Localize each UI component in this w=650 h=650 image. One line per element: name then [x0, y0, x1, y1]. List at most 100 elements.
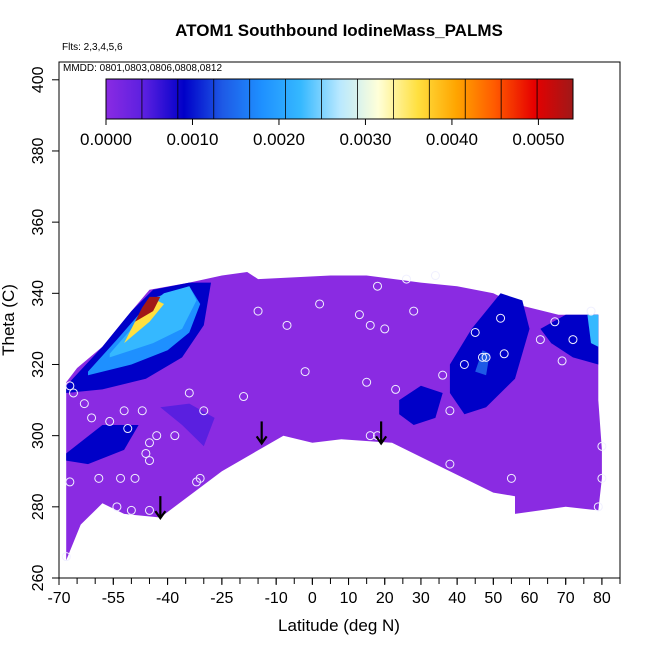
sample-point	[144, 456, 154, 466]
sample-point	[550, 317, 560, 327]
x-tick-label: 30	[412, 590, 430, 607]
plot-content	[61, 271, 607, 562]
y-tick-label: 260	[30, 565, 47, 592]
y-tick-label: 400	[30, 66, 47, 93]
sample-point	[68, 388, 78, 398]
sample-point	[496, 313, 506, 323]
colorbar-labels: 0.0000 0.0010 0.0020 0.0030 0.0040 0.0050	[80, 119, 564, 149]
colorbar-tick-label: 0.0000	[80, 130, 132, 149]
sample-point	[391, 384, 401, 394]
sample-point	[557, 356, 567, 366]
sample-point	[144, 505, 154, 515]
sample-point	[126, 505, 136, 515]
sample-point	[373, 281, 383, 291]
sample-point	[459, 359, 469, 369]
x-tick-label: 10	[340, 590, 358, 607]
x-tick-label: 40	[448, 590, 466, 607]
sample-point	[184, 388, 194, 398]
sample-point	[137, 406, 147, 416]
x-tick-label: 20	[376, 590, 394, 607]
plot-frame	[58, 61, 621, 579]
sample-point	[123, 424, 133, 434]
x-tick-label: 70	[557, 590, 575, 607]
colorbar-tick-label: 0.0020	[253, 130, 305, 149]
arrow-marker-head	[154, 510, 167, 521]
sample-point	[300, 367, 310, 377]
sample-point	[409, 306, 419, 316]
feature-region-3	[124, 300, 164, 344]
y-axis: 260 280 300 320 340 360 380 400	[30, 66, 59, 591]
colorbar	[105, 78, 574, 120]
colorbar-tick-label: 0.0050	[512, 130, 564, 149]
sample-point	[380, 324, 390, 334]
sample-point	[365, 320, 375, 330]
y-axis-label: Theta (C)	[0, 284, 18, 356]
sample-point	[141, 448, 151, 458]
sample-point	[499, 349, 509, 359]
sample-point	[170, 431, 180, 441]
sample-point	[401, 274, 411, 284]
x-axis-label: Latitude (deg N)	[278, 616, 400, 635]
feature-region-6	[66, 425, 139, 465]
sample-point	[105, 416, 115, 426]
colorbar-frame	[105, 78, 574, 120]
sample-point	[445, 406, 455, 416]
sample-point	[362, 377, 372, 387]
y-tick-label: 340	[30, 280, 47, 307]
feature-region-11	[587, 314, 599, 347]
sample-point	[506, 473, 516, 483]
sample-point	[593, 502, 603, 512]
sample-point	[61, 552, 71, 562]
x-tick-label: 80	[593, 590, 611, 607]
sample-point	[430, 271, 440, 281]
feature-region-7	[399, 385, 443, 425]
flights-note: Flts: 2,3,4,5,6	[62, 42, 123, 53]
sample-point	[195, 473, 205, 483]
sample-point	[535, 335, 545, 345]
sample-point	[144, 438, 154, 448]
sample-point	[568, 335, 578, 345]
feature-region-4	[135, 296, 161, 322]
x-tick-label: -70	[47, 590, 70, 607]
sample-point	[65, 381, 75, 391]
sample-point	[477, 352, 487, 362]
x-tick-label: -10	[265, 590, 288, 607]
dates-note: MMDD: 0801,0803,0806,0808,0812	[63, 63, 222, 74]
sample-point	[112, 502, 122, 512]
sample-point	[586, 306, 596, 316]
y-tick-label: 280	[30, 493, 47, 520]
x-tick-label: -40	[156, 590, 179, 607]
x-tick-label: -55	[102, 590, 125, 607]
arrow-marker-head	[255, 435, 268, 446]
sample-point	[438, 370, 448, 380]
sample-point	[597, 441, 607, 451]
sample-point	[597, 473, 607, 483]
y-tick-label: 300	[30, 422, 47, 449]
colorbar-tick-label: 0.0040	[426, 130, 478, 149]
sample-point	[470, 327, 480, 337]
sample-point	[130, 473, 140, 483]
sample-point	[445, 459, 455, 469]
y-tick-label: 320	[30, 351, 47, 378]
sample-point	[282, 320, 292, 330]
sample-point	[253, 306, 263, 316]
y-tick-label: 360	[30, 209, 47, 236]
sample-point	[116, 473, 126, 483]
x-tick-label: 0	[308, 590, 317, 607]
colorbar-gradient	[106, 79, 573, 119]
sample-point	[354, 310, 364, 320]
x-tick-label: -25	[210, 590, 233, 607]
y-tick-label: 380	[30, 138, 47, 165]
feature-region-2	[109, 286, 197, 358]
sample-point	[87, 413, 97, 423]
x-tick-label: 60	[521, 590, 539, 607]
arrow-marker-head	[375, 435, 388, 446]
x-axis: -70 -55 -40 -25 -10 0 10 20 30 40 50 60 70 80	[47, 578, 621, 607]
sample-point	[199, 406, 209, 416]
sample-point	[365, 431, 375, 441]
sample-point	[65, 477, 75, 487]
sample-point	[119, 406, 129, 416]
sample-point	[94, 473, 104, 483]
sample-point	[79, 399, 89, 409]
